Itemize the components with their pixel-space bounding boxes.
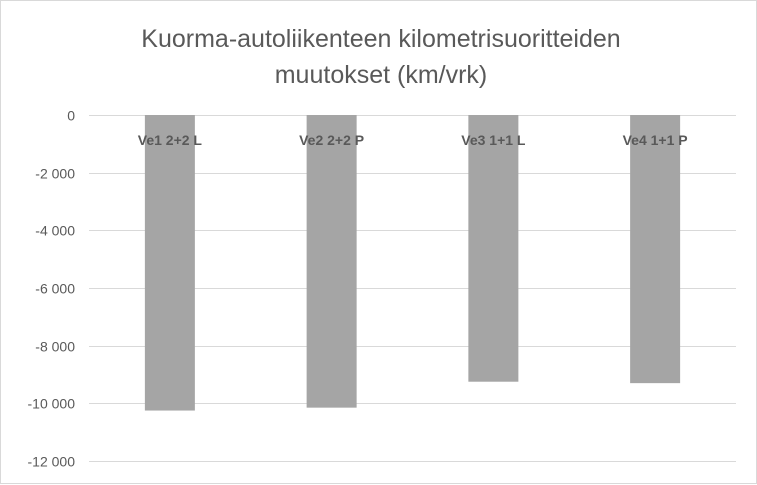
category-label: Ve1 2+2 L	[138, 132, 203, 148]
category-label: Ve2 2+2 P	[299, 132, 364, 148]
y-tick-label: -12 000	[28, 454, 76, 470]
chart-title-line-2: muutokset (km/vrk)	[274, 61, 488, 89]
y-tick-label: -8 000	[35, 339, 75, 355]
bar	[144, 115, 195, 411]
y-tick-label: -4 000	[35, 223, 75, 239]
chart-title: Kuorma-autoliikenteen kilometrisuorittei…	[61, 21, 701, 93]
category-label: Ve4 1+1 P	[623, 132, 688, 148]
y-tick-label: -10 000	[28, 396, 76, 412]
bar	[630, 115, 681, 384]
chart-title-line-1: Kuorma-autoliikenteen kilometrisuorittei…	[141, 25, 621, 53]
y-tick-label: 0	[67, 108, 75, 124]
bar	[306, 115, 357, 408]
category-label: Ve3 1+1 L	[461, 132, 526, 148]
y-tick-label: -6 000	[35, 281, 75, 297]
bar	[468, 115, 519, 382]
y-tick-label: -2 000	[35, 166, 75, 182]
